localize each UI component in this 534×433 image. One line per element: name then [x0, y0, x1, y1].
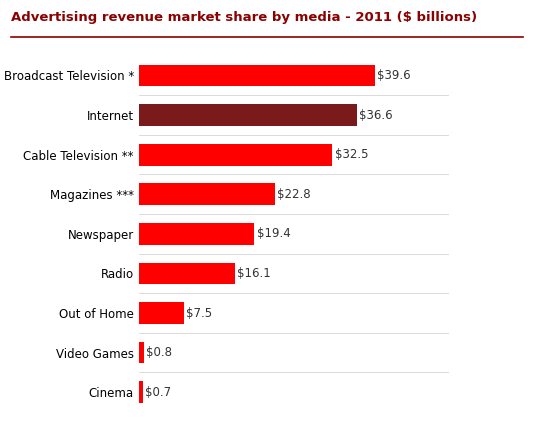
Bar — [139, 65, 375, 86]
Text: $39.6: $39.6 — [377, 69, 411, 82]
Text: $0.7: $0.7 — [145, 386, 171, 399]
Text: $16.1: $16.1 — [237, 267, 271, 280]
Bar — [139, 104, 357, 126]
Bar — [139, 262, 235, 284]
Text: $0.8: $0.8 — [146, 346, 172, 359]
Text: $19.4: $19.4 — [257, 227, 290, 240]
Bar — [139, 223, 254, 245]
Text: $22.8: $22.8 — [277, 188, 311, 201]
Text: $32.5: $32.5 — [335, 148, 368, 161]
Text: Advertising revenue market share by media - 2011 ($ billions): Advertising revenue market share by medi… — [11, 11, 477, 24]
Text: $36.6: $36.6 — [359, 109, 393, 122]
Text: $7.5: $7.5 — [186, 307, 212, 320]
Bar — [139, 183, 274, 205]
Bar — [139, 144, 332, 165]
Bar — [139, 302, 184, 324]
Bar — [139, 342, 144, 363]
Bar — [139, 381, 143, 403]
